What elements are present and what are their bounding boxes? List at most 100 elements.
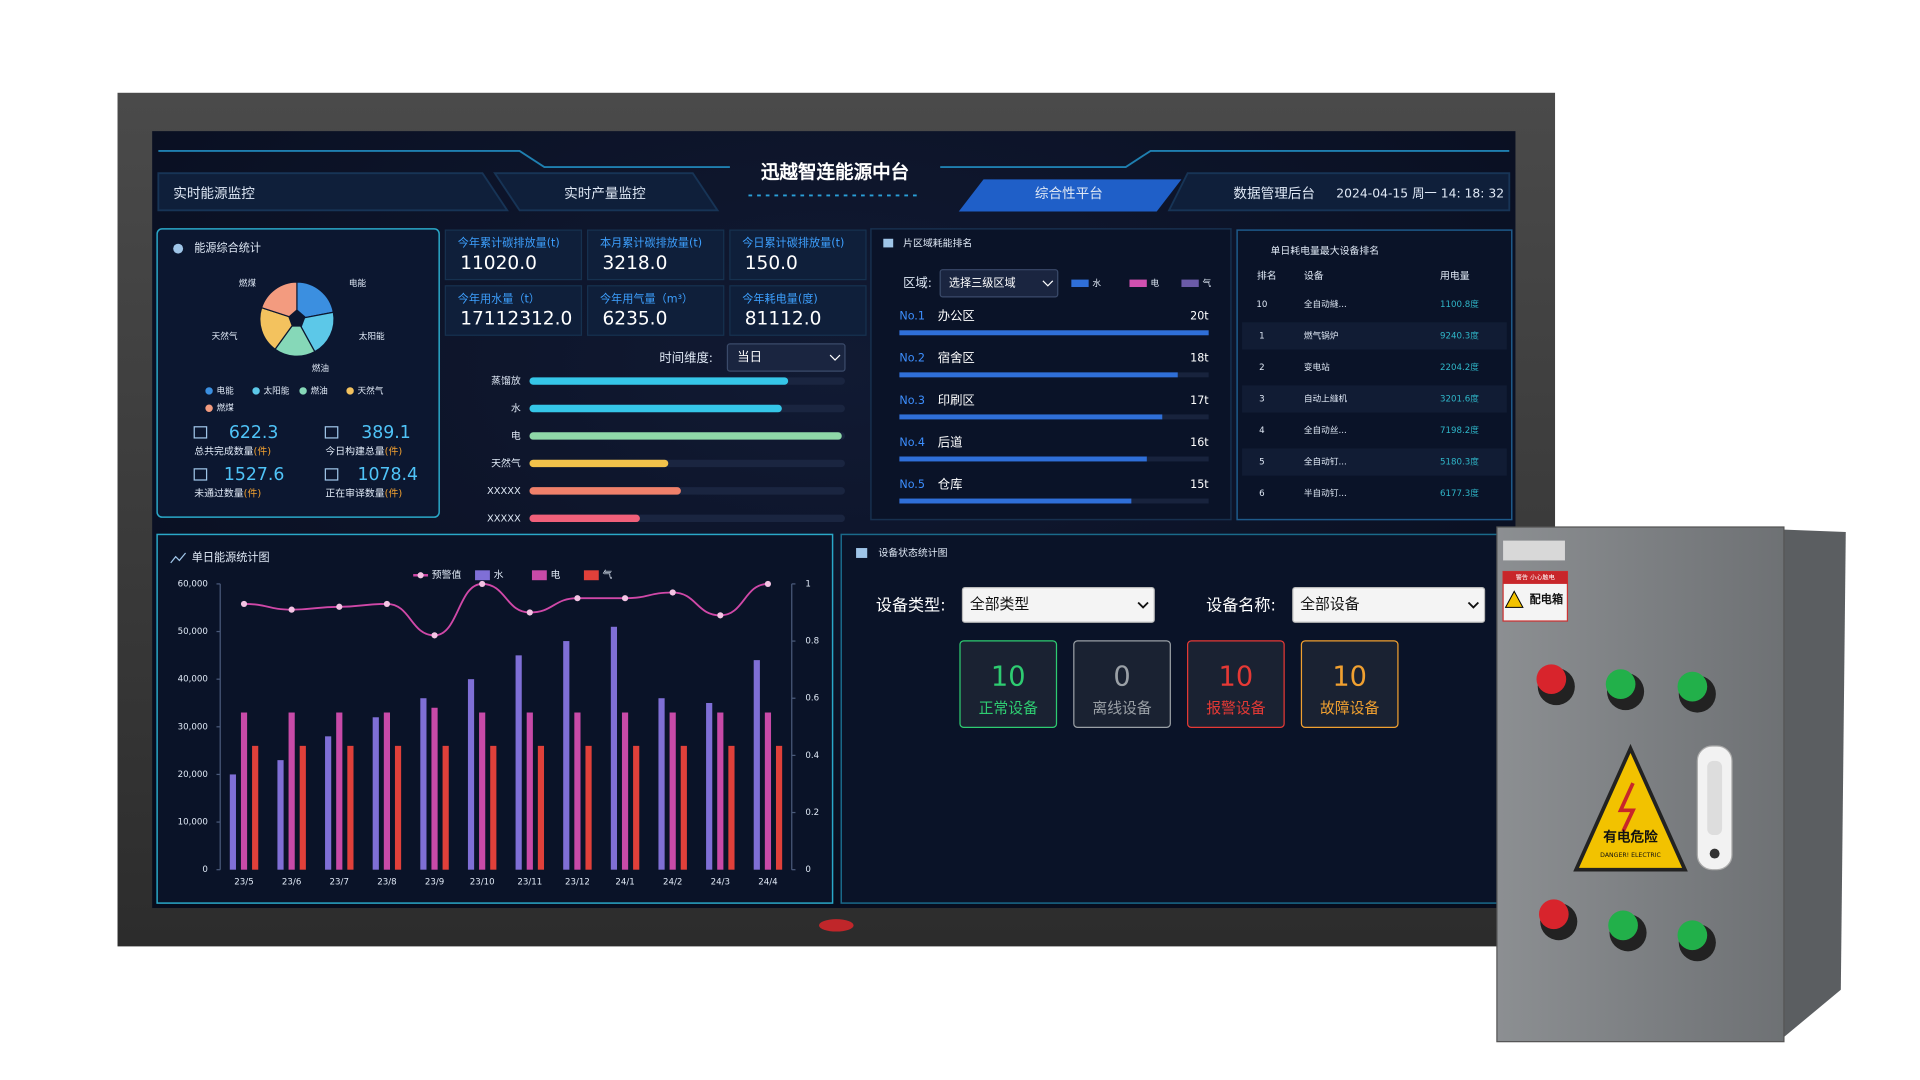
stat-icon bbox=[324, 426, 339, 439]
rank-name: 印刷区 bbox=[938, 393, 975, 407]
select-value: 当日 bbox=[737, 350, 762, 364]
value-label: 20t bbox=[1190, 310, 1209, 323]
bar bbox=[899, 456, 1147, 462]
bar bbox=[526, 712, 533, 870]
y-tick-label: 40,000 bbox=[178, 675, 208, 685]
table-cell: 3 bbox=[1259, 394, 1265, 404]
stat-unit: (件) bbox=[385, 488, 403, 500]
bar bbox=[899, 498, 1132, 504]
kpi-tile bbox=[729, 229, 867, 281]
legend-label: 燃油 bbox=[311, 384, 328, 396]
line-point bbox=[431, 632, 438, 639]
bar-label: 电 bbox=[511, 429, 521, 442]
y-tick-label: 60,000 bbox=[178, 579, 208, 589]
y2-tick-label: 0.2 bbox=[805, 808, 819, 818]
bar-label: XXXXX bbox=[487, 513, 521, 524]
y-tick-label: 10,000 bbox=[178, 818, 208, 828]
bar bbox=[680, 745, 687, 870]
bar bbox=[658, 698, 665, 870]
cabinet-side bbox=[1781, 529, 1846, 1040]
status-value: 10 bbox=[1219, 661, 1254, 692]
table-cell: 1 bbox=[1259, 331, 1265, 341]
table-row-bg bbox=[1242, 322, 1507, 350]
bar bbox=[347, 745, 354, 870]
table-cell: 7198.2度 bbox=[1440, 424, 1479, 436]
button bbox=[1677, 671, 1708, 702]
legend-swatch bbox=[346, 387, 354, 395]
bar bbox=[899, 414, 1163, 420]
pie-slice bbox=[296, 281, 335, 320]
select-value: 选择三级区域 bbox=[949, 275, 1016, 289]
panel-icon bbox=[170, 552, 187, 564]
table-cell: 半自动钉... bbox=[1304, 487, 1347, 499]
line-point bbox=[621, 595, 629, 602]
bar bbox=[394, 745, 402, 870]
pie-label: 电能 bbox=[349, 277, 367, 289]
bar bbox=[515, 655, 522, 870]
select[interactable] bbox=[939, 269, 1059, 298]
kpi-value: 3218.0 bbox=[602, 253, 667, 274]
legend-swatch bbox=[205, 387, 213, 395]
bar bbox=[431, 707, 438, 870]
bar bbox=[529, 404, 782, 413]
bar bbox=[537, 745, 545, 870]
stat-value: 389.1 bbox=[361, 423, 411, 443]
x-tick-label: 24/4 bbox=[758, 878, 778, 888]
x-tick-label: 23/10 bbox=[470, 878, 495, 888]
table-cell: 5 bbox=[1259, 458, 1265, 468]
table-row-bg bbox=[1242, 448, 1507, 476]
kpi-label: 今日累计碳排放量(t) bbox=[742, 236, 844, 250]
table-cell: 3201.6度 bbox=[1440, 392, 1479, 404]
bar bbox=[252, 745, 259, 870]
panel-title: 单日能源统计图 bbox=[192, 550, 270, 564]
bar bbox=[585, 745, 592, 870]
legend-label: 燃煤 bbox=[216, 402, 234, 414]
bar bbox=[240, 712, 248, 870]
panel bbox=[1236, 229, 1513, 521]
button bbox=[1538, 899, 1569, 930]
bar bbox=[529, 459, 669, 468]
legend-swatch bbox=[1181, 279, 1199, 288]
kpi-tile bbox=[587, 229, 725, 281]
legend-label: 气 bbox=[602, 568, 612, 581]
legend-label: 预警值 bbox=[432, 568, 462, 581]
panel-title: 能源综合统计 bbox=[194, 241, 261, 255]
stat-unit: (件) bbox=[253, 446, 271, 458]
panel-title: 单日耗电量最大设备排名 bbox=[1271, 244, 1380, 257]
select-arrow bbox=[1467, 601, 1480, 609]
select[interactable] bbox=[961, 587, 1155, 623]
bar-label: 蒸馏放 bbox=[491, 374, 521, 387]
bar-label: 水 bbox=[511, 402, 521, 414]
nav-item: 数据管理后台 bbox=[1233, 186, 1315, 202]
datetime: 2024-04-15 周一 14: 18: 32 bbox=[1336, 187, 1504, 201]
value-label: 16t bbox=[1190, 436, 1209, 449]
status-card bbox=[959, 640, 1058, 729]
button bbox=[1608, 910, 1638, 941]
legend-swatch bbox=[417, 572, 424, 579]
line-point bbox=[479, 580, 486, 588]
nav-tab bbox=[493, 172, 720, 212]
table-cell: 全自动丝... bbox=[1304, 424, 1347, 436]
stat-unit: (件) bbox=[385, 446, 403, 458]
y2-tick-label: 0.8 bbox=[805, 637, 819, 647]
select[interactable] bbox=[726, 343, 846, 372]
lock bbox=[1709, 848, 1720, 859]
sign-icon bbox=[1504, 590, 1524, 608]
bar bbox=[529, 377, 789, 385]
status-label: 正常设备 bbox=[979, 700, 1038, 717]
x-tick-label: 23/8 bbox=[377, 878, 396, 888]
legend-label: 电 bbox=[1151, 277, 1160, 289]
bar bbox=[336, 712, 343, 870]
power-led bbox=[818, 919, 854, 932]
panel bbox=[156, 228, 440, 518]
table-cell: 全自动縫... bbox=[1304, 298, 1347, 310]
bar bbox=[529, 487, 681, 495]
panel-title: 设备状态统计图 bbox=[878, 546, 947, 559]
line-point bbox=[669, 589, 676, 596]
bar bbox=[529, 432, 842, 440]
select[interactable] bbox=[1292, 587, 1486, 623]
panel-icon bbox=[883, 238, 894, 248]
pie-label: 天然气 bbox=[212, 330, 238, 342]
kpi-tile bbox=[729, 285, 867, 336]
